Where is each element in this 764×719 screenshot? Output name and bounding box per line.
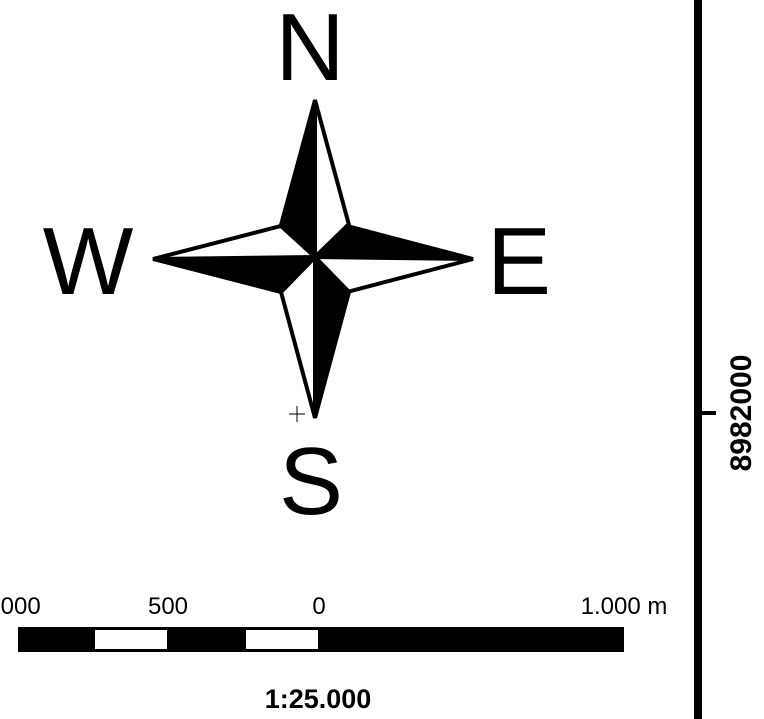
- crosshair-icon: [289, 406, 305, 422]
- compass-label-south: S: [279, 428, 343, 535]
- scale-bar: .000 500 0 1.000 m 1:25.000: [0, 593, 667, 714]
- scale-label-zero: 0: [312, 593, 325, 620]
- scale-ratio-text: 1:25.000: [265, 684, 372, 714]
- scale-bar-segment-white-2: [246, 630, 318, 649]
- compass-point-north: [278, 99, 352, 262]
- scale-bar-segment-white-1: [95, 630, 167, 649]
- map-frame: 8982000: [694, 0, 758, 719]
- graticule-tick: [702, 411, 716, 415]
- map-frame-border: [694, 0, 702, 719]
- compass-label-north: N: [275, 0, 344, 101]
- scale-label-500: 500: [148, 593, 188, 620]
- scale-label-left: .000: [0, 593, 41, 620]
- scale-label-end: 1.000 m: [581, 593, 668, 620]
- compass-label-east: E: [487, 208, 551, 315]
- graticule-coordinate-label: 8982000: [725, 355, 758, 472]
- compass-rose: N W E S: [43, 0, 551, 535]
- compass-point-west: [152, 223, 321, 295]
- compass-label-west: W: [43, 208, 134, 315]
